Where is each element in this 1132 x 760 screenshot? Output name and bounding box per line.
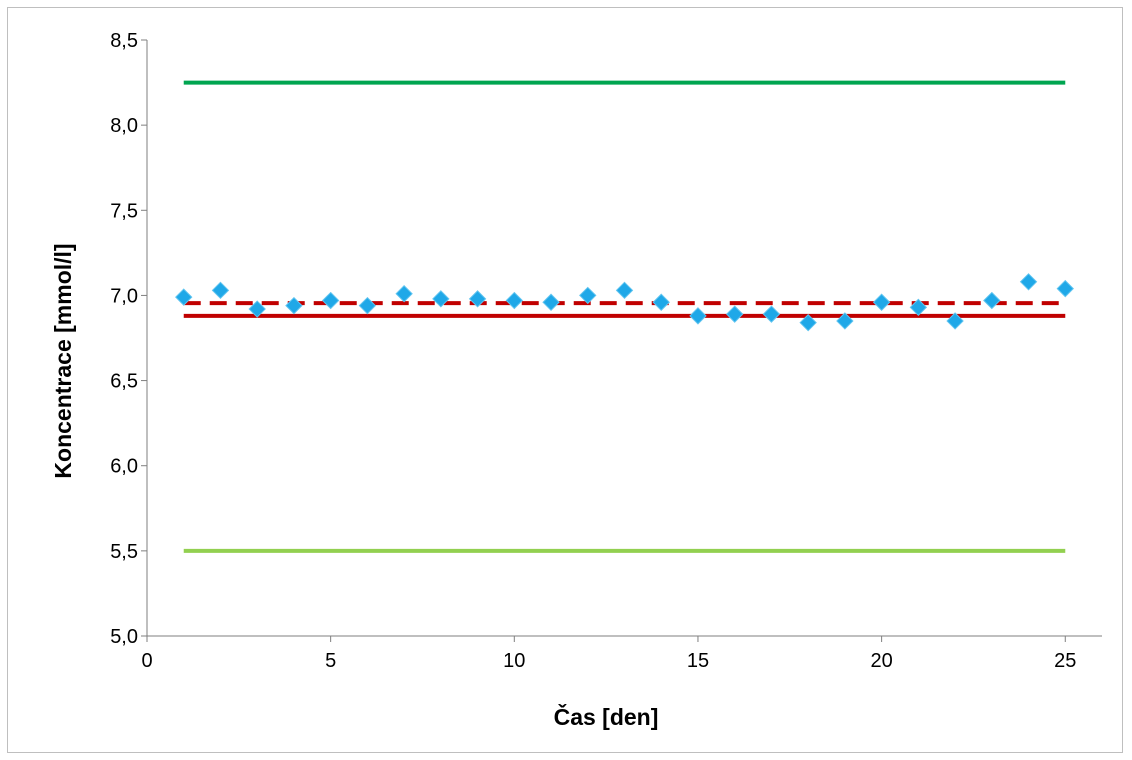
data-point [285,296,303,315]
y-tick-label: 7,5 [110,200,138,222]
data-point [1019,273,1038,291]
axes: 5,0 5,5 6,0 6,5 7,0 7,5 8,0 8,5 0 5 10 15 20 25 [110,30,1102,672]
data-point [1056,279,1074,298]
y-tick-label: 8,0 [110,115,138,137]
x-tick-label: 5 [325,650,336,672]
data-point [689,307,707,325]
series-layer [175,80,1074,553]
x-tick-label: 20 [870,650,892,672]
data-point [909,298,928,317]
x-tick-label: 10 [503,650,525,672]
data-point [211,281,230,300]
data-point [579,286,597,305]
y-tick-label: 5,5 [110,541,138,563]
data-point [725,305,744,323]
y-tick-label: 5,0 [110,626,138,648]
data-point [872,293,891,311]
data-point [799,313,817,332]
data-point [505,291,524,310]
data-point [175,288,193,306]
data-point [248,300,266,318]
x-tick-label: 25 [1054,650,1076,672]
data-point [615,281,634,300]
data-point [946,312,964,330]
chart-frame [7,7,1123,753]
data-point [321,291,340,310]
data-point [395,285,413,303]
data-point [358,296,377,315]
data-point [983,291,1001,310]
y-tick-label: 6,5 [110,371,138,393]
data-point [762,305,781,323]
data-point [542,293,560,311]
y-tick-label: 8,5 [110,30,138,52]
data-point [836,312,854,330]
x-axis-title: Čas [den] [554,703,659,730]
data-point [432,290,450,308]
x-tick-label: 0 [141,650,152,672]
x-tick-label: 15 [687,650,709,672]
y-axis-title: Koncentrace [mmol/l] [50,243,76,478]
data-point [468,290,487,308]
y-tick-label: 7,0 [110,285,138,307]
data-point [652,293,670,311]
y-tick-label: 6,0 [110,456,138,478]
